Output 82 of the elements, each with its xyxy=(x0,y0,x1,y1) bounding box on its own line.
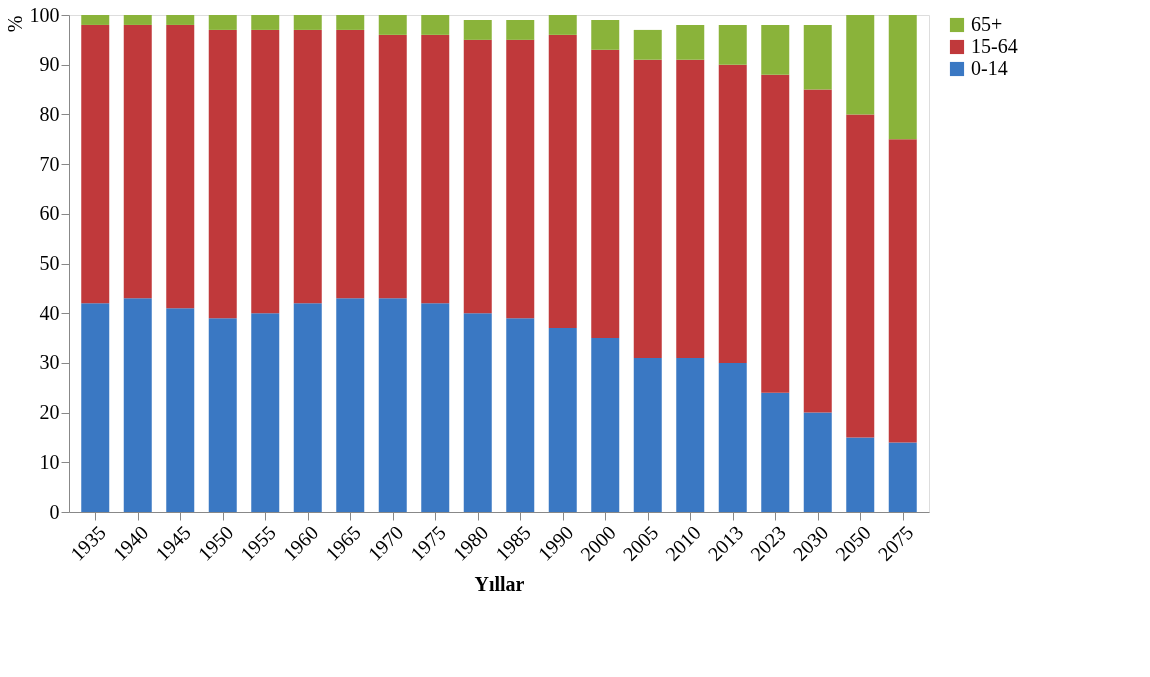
y-tick-label: 70 xyxy=(39,152,60,175)
y-tick-label: 0 xyxy=(49,500,60,523)
bar xyxy=(591,19,620,50)
bar xyxy=(506,39,535,319)
bar xyxy=(676,24,705,60)
bar xyxy=(251,313,280,512)
y-tick-label: 100 xyxy=(29,3,60,26)
legend-label: 15-64 xyxy=(971,35,1018,57)
bar xyxy=(463,39,492,314)
bar xyxy=(208,29,237,319)
bar xyxy=(421,15,450,35)
bar xyxy=(548,15,577,35)
bar xyxy=(336,29,365,299)
bar xyxy=(378,15,407,35)
bar xyxy=(718,362,747,512)
bar xyxy=(761,24,790,75)
bar xyxy=(718,64,747,363)
bar xyxy=(336,298,365,512)
bar xyxy=(208,318,237,512)
bar xyxy=(803,89,832,413)
x-tick-label: 1990 xyxy=(533,521,578,565)
bar xyxy=(166,308,195,512)
x-tick-label: 1980 xyxy=(448,521,493,565)
bar xyxy=(421,34,450,304)
y-tick-label: 10 xyxy=(39,450,60,473)
bar xyxy=(846,437,875,512)
bar xyxy=(123,298,152,512)
y-tick-label: 90 xyxy=(39,53,60,76)
bar xyxy=(591,338,620,512)
bar xyxy=(421,303,450,512)
bar xyxy=(718,24,747,65)
x-tick-label: 1940 xyxy=(108,521,153,565)
bar xyxy=(676,59,705,358)
bar xyxy=(803,24,832,90)
bar xyxy=(208,15,237,30)
bar xyxy=(803,412,832,512)
bar xyxy=(293,15,322,30)
bar xyxy=(888,139,917,443)
bar xyxy=(463,19,492,40)
bar xyxy=(81,15,110,25)
bar xyxy=(548,328,577,512)
y-tick-label: 40 xyxy=(39,301,60,324)
bar xyxy=(293,29,322,304)
bar xyxy=(846,114,875,438)
y-tick-label: 50 xyxy=(39,252,60,274)
bar xyxy=(81,303,110,512)
legend-label: 65+ xyxy=(971,13,1003,35)
bar xyxy=(676,357,705,512)
bar xyxy=(633,357,662,512)
bar xyxy=(548,34,577,329)
bar xyxy=(761,392,790,512)
bar xyxy=(378,298,407,512)
y-tick-label: 20 xyxy=(39,401,60,424)
bar xyxy=(123,15,152,25)
bar xyxy=(591,49,620,339)
y-tick-label: 60 xyxy=(39,202,60,225)
bar xyxy=(123,24,152,299)
legend-label: 0-14 xyxy=(971,57,1008,79)
bar xyxy=(166,24,195,309)
bar xyxy=(166,15,195,25)
bar xyxy=(81,24,110,304)
bar xyxy=(378,34,407,299)
bar xyxy=(888,15,917,140)
y-tick-label: 30 xyxy=(39,351,60,374)
bar xyxy=(506,19,535,40)
x-tick-label: 1970 xyxy=(363,521,408,565)
bar xyxy=(251,15,280,30)
bar xyxy=(506,318,535,512)
x-tick-label: 1950 xyxy=(193,521,238,565)
bar xyxy=(251,29,280,314)
bar xyxy=(633,29,662,60)
bar xyxy=(293,303,322,512)
bar xyxy=(888,442,917,512)
bar xyxy=(336,15,365,30)
bar xyxy=(846,15,875,115)
x-tick-label: 1960 xyxy=(278,521,323,565)
bar xyxy=(633,59,662,358)
bar xyxy=(463,313,492,512)
x-axis-title: Yıllar xyxy=(474,572,525,595)
bar xyxy=(761,74,790,393)
y-axis-title: % xyxy=(3,15,26,33)
y-tick-label: 80 xyxy=(39,102,60,125)
